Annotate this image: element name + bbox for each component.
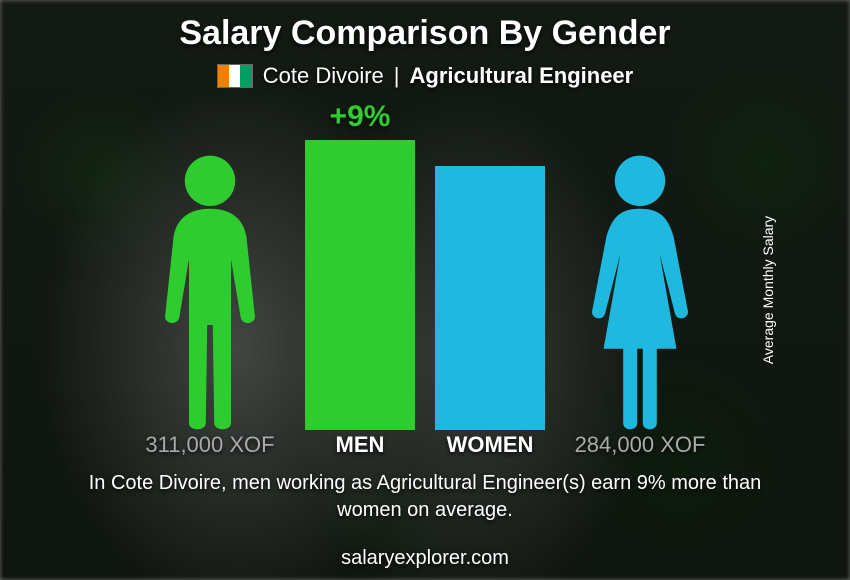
women-icon-column — [565, 120, 715, 430]
male-icon — [140, 150, 280, 430]
flag-stripe-3 — [240, 65, 251, 87]
men-value-label: 311,000 XOF — [135, 432, 285, 458]
women-category-label: WOMEN — [435, 432, 545, 458]
source-label: salaryexplorer.com — [0, 547, 850, 570]
men-category-label: MEN — [305, 432, 415, 458]
women-bar — [435, 166, 545, 430]
y-axis-label: Average Monthly Salary — [760, 216, 776, 364]
separator: | — [394, 63, 400, 89]
chart-area: +9% — [0, 120, 850, 430]
men-bar — [305, 140, 415, 430]
country-label: Cote Divoire — [263, 63, 384, 89]
page-title: Salary Comparison By Gender — [0, 0, 850, 53]
flag-stripe-1 — [218, 65, 229, 87]
female-icon — [570, 150, 710, 430]
difference-label: +9% — [330, 100, 391, 134]
women-value-label: 284,000 XOF — [565, 432, 715, 458]
job-title-label: Agricultural Engineer — [410, 63, 634, 89]
men-icon-column — [135, 120, 285, 430]
flag-icon — [217, 64, 253, 88]
men-bar-column: +9% — [305, 120, 415, 430]
women-bar-column — [435, 120, 545, 430]
infographic-content: Salary Comparison By Gender Cote Divoire… — [0, 0, 850, 580]
flag-stripe-2 — [229, 65, 240, 87]
description-text: In Cote Divoire, men working as Agricult… — [60, 470, 790, 524]
subtitle-row: Cote Divoire | Agricultural Engineer — [0, 63, 850, 89]
labels-row: 311,000 XOF MEN WOMEN 284,000 XOF — [0, 432, 850, 458]
